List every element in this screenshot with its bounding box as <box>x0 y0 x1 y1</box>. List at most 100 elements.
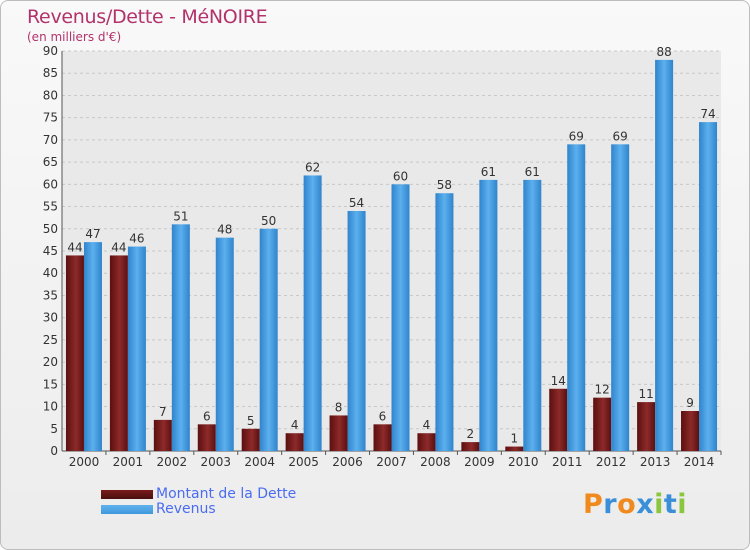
y-tick-label: 85 <box>43 66 58 80</box>
data-label-dette: 4 <box>423 418 431 432</box>
proxiti-logo: Proxiti <box>583 489 687 520</box>
data-label-revenus: 61 <box>525 165 540 179</box>
bar-dette <box>109 255 128 451</box>
bar-revenus <box>259 228 278 451</box>
y-tick-label: 60 <box>43 177 58 191</box>
chart-title: Revenus/Dette - MéNOIRE <box>27 6 268 28</box>
bar-revenus <box>215 237 234 451</box>
bar-revenus <box>347 211 366 451</box>
legend-swatch-dette <box>101 490 153 499</box>
bar-dette <box>417 433 436 451</box>
bar-revenus <box>303 175 322 451</box>
data-label-revenus: 74 <box>700 107 715 121</box>
data-label-revenus: 46 <box>129 232 144 246</box>
data-label-revenus: 51 <box>173 209 188 223</box>
data-label-revenus: 88 <box>656 45 671 59</box>
data-label-dette: 9 <box>686 396 694 410</box>
bar-dette <box>681 411 700 451</box>
bar-revenus <box>567 144 586 452</box>
bar-dette <box>329 415 348 451</box>
logo-letter: i <box>654 489 664 520</box>
bar-dette <box>285 433 304 451</box>
logo-letter: i <box>677 489 688 520</box>
y-tick-label: 15 <box>43 377 58 391</box>
bar-dette <box>549 388 568 451</box>
logo-letter: r <box>603 489 618 520</box>
y-tick-label: 55 <box>43 200 58 214</box>
data-label-revenus: 47 <box>85 227 100 241</box>
y-tick-label: 70 <box>43 133 58 147</box>
data-label-dette: 44 <box>111 240 126 254</box>
bar-revenus <box>523 179 542 451</box>
y-tick-label: 80 <box>43 88 58 102</box>
x-tick-label: 2004 <box>244 455 275 469</box>
legend-swatch-revenus <box>101 505 153 514</box>
x-tick-label: 2011 <box>552 455 583 469</box>
x-tick-label: 2007 <box>376 455 407 469</box>
bar-revenus <box>83 242 102 451</box>
data-label-dette: 44 <box>67 240 82 254</box>
y-tick-label: 5 <box>50 422 58 436</box>
y-tick-label: 50 <box>43 222 58 236</box>
bar-dette <box>461 442 480 451</box>
y-tick-label: 0 <box>50 444 58 458</box>
bar-revenus <box>171 224 190 451</box>
bar-dette <box>505 446 524 451</box>
x-tick-label: 2000 <box>69 455 100 469</box>
data-label-dette: 5 <box>247 414 255 428</box>
logo-letter: x <box>636 489 655 520</box>
y-tick-label: 90 <box>43 44 58 58</box>
data-label-dette: 12 <box>595 383 610 397</box>
x-tick-label: 2001 <box>113 455 144 469</box>
bar-revenus <box>611 144 630 452</box>
x-tick-label: 2014 <box>684 455 715 469</box>
bar-dette <box>65 255 84 451</box>
data-label-revenus: 69 <box>613 129 628 143</box>
data-label-revenus: 62 <box>305 160 320 174</box>
data-label-revenus: 50 <box>261 214 276 228</box>
y-tick-label: 20 <box>43 355 58 369</box>
legend-label-dette: Montant de la Dette <box>156 486 297 502</box>
bar-dette <box>153 419 172 451</box>
bar-dette <box>637 402 656 451</box>
x-tick-label: 2005 <box>288 455 319 469</box>
bar-dette <box>593 397 612 451</box>
bar-revenus <box>391 184 410 452</box>
y-tick-label: 25 <box>43 333 58 347</box>
x-tick-label: 2009 <box>464 455 495 469</box>
bar-revenus <box>655 59 674 452</box>
data-label-revenus: 48 <box>217 223 232 237</box>
data-label-revenus: 61 <box>481 165 496 179</box>
x-tick-label: 2013 <box>640 455 671 469</box>
data-label-revenus: 60 <box>393 169 408 183</box>
data-label-revenus: 58 <box>437 178 452 192</box>
data-label-dette: 8 <box>335 400 343 414</box>
bar-revenus <box>435 193 454 451</box>
logo-letter: t <box>663 489 678 520</box>
x-tick-label: 2003 <box>200 455 231 469</box>
x-tick-label: 2006 <box>332 455 363 469</box>
chart-subtitle: (en milliers d'€) <box>27 30 122 44</box>
data-label-dette: 7 <box>159 405 167 419</box>
x-tick-label: 2002 <box>157 455 188 469</box>
logo-letter: P <box>583 489 604 520</box>
bar-dette <box>373 424 392 451</box>
y-tick-label: 45 <box>43 244 58 258</box>
bar-revenus <box>127 246 146 451</box>
data-label-dette: 14 <box>551 374 566 388</box>
legend-label-revenus: Revenus <box>156 501 216 517</box>
y-tick-label: 75 <box>43 111 58 125</box>
y-tick-label: 40 <box>43 266 58 280</box>
data-label-revenus: 54 <box>349 196 364 210</box>
bar-dette <box>197 424 216 451</box>
y-tick-label: 30 <box>43 311 58 325</box>
logo-letter: o <box>617 489 637 520</box>
data-label-dette: 6 <box>203 409 211 423</box>
bar-dette <box>241 428 260 451</box>
data-label-dette: 1 <box>510 432 518 446</box>
x-tick-label: 2008 <box>420 455 451 469</box>
y-tick-label: 10 <box>43 400 58 414</box>
x-tick-label: 2012 <box>596 455 627 469</box>
